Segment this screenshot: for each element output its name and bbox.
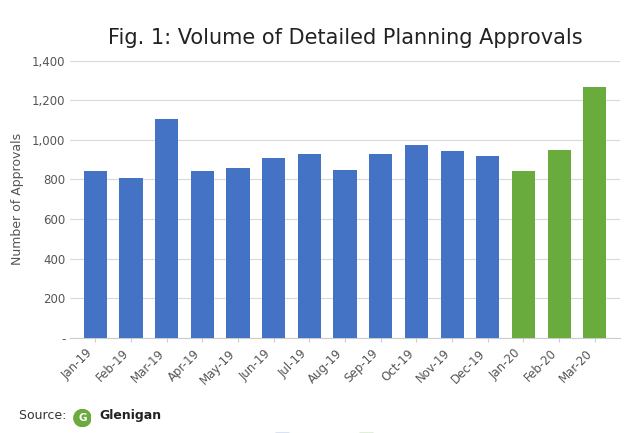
Bar <box>262 158 285 338</box>
Circle shape <box>74 410 91 427</box>
Bar <box>298 154 321 338</box>
Title: Fig. 1: Volume of Detailed Planning Approvals: Fig. 1: Volume of Detailed Planning Appr… <box>108 28 582 48</box>
Text: Glenigan: Glenigan <box>99 409 161 422</box>
Text: G: G <box>78 413 87 423</box>
Bar <box>369 154 392 338</box>
Bar <box>84 171 107 338</box>
Legend: 2019, 2020: 2019, 2020 <box>270 428 420 433</box>
Y-axis label: Number of Approvals: Number of Approvals <box>11 133 24 265</box>
Text: Source:: Source: <box>19 409 70 422</box>
Bar <box>155 119 178 338</box>
Bar <box>476 156 500 338</box>
Bar <box>548 150 571 338</box>
Bar <box>583 87 606 338</box>
Bar <box>440 151 464 338</box>
Bar <box>226 168 250 338</box>
Bar <box>190 171 214 338</box>
Bar <box>334 171 357 338</box>
Bar <box>405 145 428 338</box>
Bar <box>512 171 535 338</box>
Bar <box>119 178 142 338</box>
